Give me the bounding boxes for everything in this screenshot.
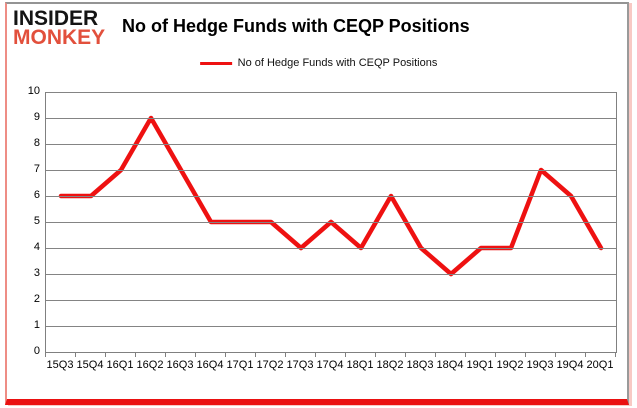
x-axis-tick-mark <box>75 352 76 357</box>
x-tick-label: 20Q1 <box>586 359 614 371</box>
y-tick-label: 1 <box>33 319 40 331</box>
gridline <box>46 247 616 249</box>
chart-title: No of Hedge Funds with CEQP Positions <box>122 16 470 36</box>
y-tick-label: 9 <box>33 111 40 123</box>
x-tick-label: 19Q1 <box>466 359 494 371</box>
gridline <box>46 325 616 327</box>
x-tick-label: 18Q3 <box>406 359 434 371</box>
gridline <box>46 169 616 171</box>
x-axis-tick-mark <box>465 352 466 357</box>
x-tick-label: 19Q3 <box>526 359 554 371</box>
gridline <box>46 117 616 119</box>
x-tick-label: 16Q1 <box>106 359 134 371</box>
plot-area <box>45 91 617 353</box>
legend: No of Hedge Funds with CEQP Positions <box>199 57 438 69</box>
y-tick-label: 10 <box>27 85 40 97</box>
x-tick-label: 15Q3 <box>46 359 74 371</box>
x-axis-tick-mark <box>405 352 406 357</box>
x-tick-label: 17Q3 <box>286 359 314 371</box>
y-tick-label: 2 <box>33 293 40 305</box>
x-axis-tick-mark <box>525 352 526 357</box>
x-tick-label: 17Q2 <box>256 359 284 371</box>
x-axis-tick-mark <box>105 352 106 357</box>
logo-text-monkey: MONKEY <box>13 26 106 49</box>
x-axis-tick-mark <box>135 352 136 357</box>
y-tick-label: 6 <box>33 189 40 201</box>
x-tick-label: 18Q2 <box>376 359 404 371</box>
x-tick-label: 18Q4 <box>436 359 464 371</box>
y-tick-label: 7 <box>33 163 40 175</box>
x-axis-tick-mark <box>615 352 616 357</box>
x-axis-tick-mark <box>345 352 346 357</box>
logo-text-insider: INSIDER <box>13 7 99 30</box>
x-axis-tick-mark <box>195 352 196 357</box>
x-axis-tick-mark <box>375 352 376 357</box>
x-axis-tick-mark <box>435 352 436 357</box>
x-tick-label: 15Q4 <box>76 359 104 371</box>
gridline <box>46 221 616 223</box>
legend-label: No of Hedge Funds with CEQP Positions <box>237 57 438 69</box>
x-axis-tick-mark <box>495 352 496 357</box>
y-tick-label: 4 <box>33 241 40 253</box>
x-tick-label: 18Q1 <box>346 359 374 371</box>
x-tick-label: 16Q4 <box>196 359 224 371</box>
x-axis-tick-mark <box>225 352 226 357</box>
x-axis-tick-mark <box>555 352 556 357</box>
y-tick-label: 0 <box>33 345 40 357</box>
x-tick-label: 17Q4 <box>316 359 344 371</box>
x-axis-tick-mark <box>315 352 316 357</box>
gridline <box>46 143 616 145</box>
legend-line-swatch <box>199 61 232 65</box>
y-tick-label: 8 <box>33 137 40 149</box>
x-tick-label: 17Q1 <box>226 359 254 371</box>
gridline <box>46 195 616 197</box>
x-axis-tick-mark <box>45 352 46 357</box>
x-axis-tick-mark <box>585 352 586 357</box>
x-axis-tick-mark <box>165 352 166 357</box>
insider-monkey-logo: INSIDER MONKEY <box>13 7 106 49</box>
x-axis-tick-mark <box>255 352 256 357</box>
x-axis-tick-mark <box>285 352 286 357</box>
x-tick-label: 19Q4 <box>556 359 584 371</box>
y-tick-label: 5 <box>33 215 40 227</box>
gridline <box>46 273 616 275</box>
y-tick-label: 3 <box>33 267 40 279</box>
gridline <box>46 299 616 301</box>
x-tick-label: 16Q2 <box>136 359 164 371</box>
x-tick-label: 16Q3 <box>166 359 194 371</box>
x-tick-label: 19Q2 <box>496 359 524 371</box>
gridline <box>46 91 616 93</box>
